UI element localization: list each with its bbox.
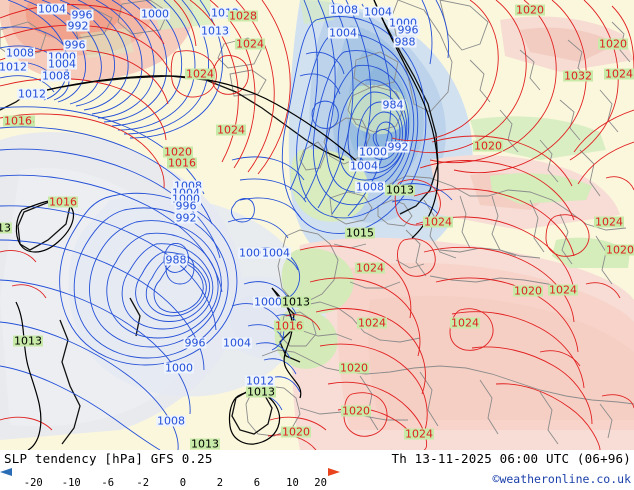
coastlines <box>0 0 634 445</box>
isobar-label: 1013 <box>385 183 415 197</box>
isobar-label: 1020 <box>605 243 634 257</box>
isobar-label: 1024 <box>357 316 387 330</box>
colorbar-tick-label: 20 <box>314 477 327 489</box>
isobar-label: 1004 <box>222 336 252 350</box>
isobar-label: 1016 <box>274 319 304 333</box>
isobar-label: 992 <box>174 211 198 225</box>
isobar-label: 1008 <box>173 179 203 193</box>
isobar-label: 1013 <box>13 334 43 348</box>
isobar-label: 1008 <box>156 414 186 428</box>
isobar-label: 1008 <box>41 69 71 83</box>
isobar-label: 1024 <box>594 215 624 229</box>
isobar-label: 1004 <box>37 2 67 16</box>
colorbar-positive-arrow <box>328 468 340 476</box>
isobar-label: 1024 <box>235 37 265 51</box>
isobar-label: 1008 <box>5 46 35 60</box>
isobar-label: 1024 <box>548 283 578 297</box>
isobar-label: 1012 <box>210 6 240 20</box>
colorbar-tick-label: 6 <box>253 477 261 489</box>
isobar-label: 1024 <box>355 261 385 275</box>
isobar-label: 996 <box>396 23 420 37</box>
isobar-label: 1024 <box>216 123 246 137</box>
isobar-label: 1016 <box>167 156 197 170</box>
isobar-label: 1000 <box>388 16 418 30</box>
isobar-label: 1028 <box>228 9 258 23</box>
colorbar-tick-label: -10 <box>61 477 81 489</box>
isobar-label: 1013 <box>281 295 311 309</box>
isobar-label: 1020 <box>339 361 369 375</box>
colorbar-tick-label: -6 <box>101 477 115 489</box>
isobar-label: 1000 <box>358 145 388 159</box>
isobar-label: 1024 <box>423 215 453 229</box>
isobar-label: 1004 <box>349 159 379 173</box>
isobar-label: 996 <box>183 336 207 350</box>
isobar-label: 996 <box>174 199 198 213</box>
colorbar-tick-label: -20 <box>23 477 43 489</box>
isobar-label: 1012 <box>0 60 28 74</box>
isobar-label: 996 <box>63 38 87 52</box>
isobar-label: 1004 <box>47 57 77 71</box>
isobar-label: 1012 <box>245 374 275 388</box>
isobar-label: 1004 <box>261 246 291 260</box>
isobar-label: 988 <box>164 253 188 267</box>
copyright-credit: ©weatheronline.co.uk <box>492 472 631 486</box>
isobar-label: 1024 <box>185 67 215 81</box>
forecast-datetime: Th 13-11-2025 06:00 UTC (06+96) <box>391 451 631 466</box>
isobar-label: 1020 <box>515 3 545 17</box>
isobar-label: 1013 <box>200 24 230 38</box>
isobar-label: 1004 <box>363 5 393 19</box>
isobar-label: 1015 <box>345 226 375 240</box>
isobar-label: 984 <box>381 98 405 112</box>
isobar-label: 1004 <box>328 26 358 40</box>
isobar-label: 1000 <box>47 50 77 64</box>
isobar-label: 1004 <box>171 187 201 199</box>
colorbar-negative[interactable]: -20 -10 -6 -2 <box>0 468 164 489</box>
isobar-label: 1024 <box>450 316 480 330</box>
isobar-label: 1020 <box>513 284 543 298</box>
map-title: SLP tendency [hPa] GFS 0.25 <box>4 451 213 466</box>
isobar-label: 1000 <box>171 192 201 206</box>
isobar-label: 1012 <box>17 87 47 101</box>
colorbar-tick-label: 2 <box>216 477 224 489</box>
isobar-label: 988 <box>393 35 417 49</box>
isobar-label: 1032 <box>563 69 593 83</box>
isobar-label: 1020 <box>163 145 193 159</box>
colorbar-negative-arrow <box>0 468 12 476</box>
isobar-label: 13 <box>0 222 12 234</box>
isobar-label: 992 <box>386 140 410 154</box>
isobar-label: 1008 <box>329 3 359 17</box>
map-footer: SLP tendency [hPa] GFS 0.25 Th 13-11-202… <box>0 450 634 490</box>
isobar-label: 1000 <box>253 295 283 309</box>
colorbar-tick-label: 10 <box>286 477 299 489</box>
isobar-1013-black <box>15 0 439 450</box>
isobar-label: 1024 <box>404 427 434 441</box>
isobar-label: 1020 <box>598 37 628 51</box>
isobar-label: 1020 <box>341 404 371 418</box>
isobar-label: 1000 <box>164 361 194 375</box>
isobar-label: 1013 <box>190 437 220 451</box>
slp-tendency-map[interactable]: 1004 996 1000 1008 1004 1020 1012 1028 992 1013 99… <box>0 0 634 451</box>
isobar-label: 1016 <box>48 195 78 209</box>
isobar-label: 1013 <box>246 385 276 399</box>
colorbar-tick-label: -2 <box>136 477 150 489</box>
isobar-label: 1000 <box>140 7 170 21</box>
isobar-label: 996 <box>70 8 94 22</box>
isobar-label: 1000 <box>238 246 268 260</box>
isobar-label: 1020 <box>473 139 503 153</box>
isobar-label: 1016 <box>3 114 33 128</box>
isobar-label: 1020 <box>281 425 311 439</box>
colorbar-tick-label: 0 <box>179 477 187 489</box>
colorbar-positive-ticks: 0 2 6 10 20 <box>180 477 328 489</box>
isobar-label: 1024 <box>604 67 634 81</box>
colorbar-negative-ticks: -20 -10 -6 -2 <box>12 477 164 489</box>
isobar-label: 1008 <box>355 180 385 194</box>
map-graphic <box>0 0 634 450</box>
colorbar-positive[interactable]: 0 2 6 10 20 <box>180 468 340 489</box>
isobar-label: 992 <box>66 19 90 33</box>
